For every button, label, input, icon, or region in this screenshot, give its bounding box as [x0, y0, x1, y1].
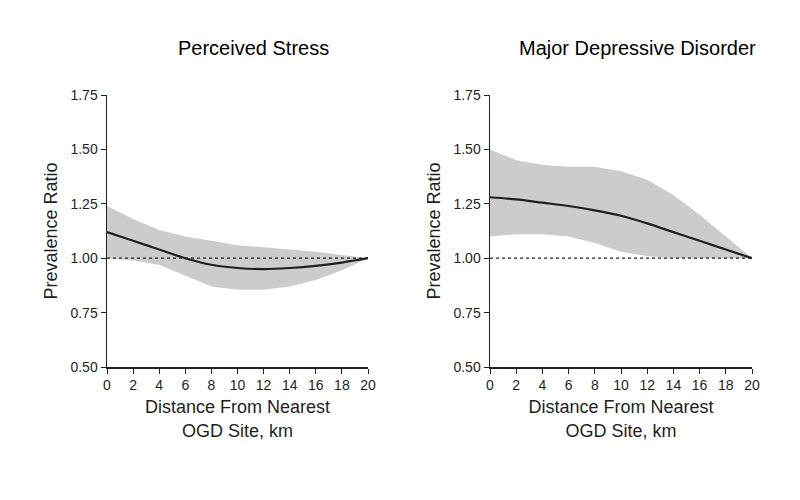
svg-text:8: 8 [591, 377, 599, 393]
svg-text:10: 10 [230, 377, 246, 393]
svg-text:1.00: 1.00 [453, 250, 480, 266]
svg-text:0.50: 0.50 [453, 359, 480, 375]
svg-text:Distance From NearestOGD Site,: Distance From NearestOGD Site, km [145, 397, 330, 440]
svg-text:0: 0 [103, 377, 111, 393]
svg-text:10: 10 [613, 377, 629, 393]
svg-text:1.50: 1.50 [453, 141, 480, 157]
svg-text:20: 20 [360, 377, 376, 393]
svg-text:12: 12 [256, 377, 272, 393]
svg-text:Prevalence Ratio: Prevalence Ratio [41, 162, 61, 299]
svg-text:16: 16 [308, 377, 324, 393]
svg-text:1.75: 1.75 [70, 87, 97, 103]
svg-text:1.25: 1.25 [453, 196, 480, 212]
svg-text:Prevalence Ratio: Prevalence Ratio [424, 162, 444, 299]
svg-text:2: 2 [129, 377, 137, 393]
svg-text:Major Depressive Disorder: Major Depressive Disorder [519, 37, 756, 59]
svg-text:Distance From NearestOGD Site,: Distance From NearestOGD Site, km [528, 397, 713, 440]
svg-text:18: 18 [718, 377, 734, 393]
svg-text:1.25: 1.25 [70, 196, 97, 212]
svg-text:6: 6 [181, 377, 189, 393]
svg-text:14: 14 [282, 377, 298, 393]
svg-text:18: 18 [334, 377, 350, 393]
svg-text:1.50: 1.50 [70, 141, 97, 157]
svg-text:0.75: 0.75 [70, 305, 97, 321]
svg-text:0.75: 0.75 [453, 305, 480, 321]
svg-text:14: 14 [666, 377, 682, 393]
svg-text:Perceived Stress: Perceived Stress [178, 37, 329, 59]
svg-text:1.75: 1.75 [453, 87, 480, 103]
svg-text:2: 2 [512, 377, 520, 393]
svg-text:16: 16 [692, 377, 708, 393]
svg-text:4: 4 [539, 377, 547, 393]
svg-text:1.00: 1.00 [70, 250, 97, 266]
svg-text:0.50: 0.50 [70, 359, 97, 375]
svg-text:12: 12 [639, 377, 655, 393]
svg-text:4: 4 [155, 377, 163, 393]
svg-text:0: 0 [486, 377, 494, 393]
svg-text:20: 20 [744, 377, 760, 393]
svg-text:8: 8 [208, 377, 216, 393]
svg-text:6: 6 [565, 377, 573, 393]
